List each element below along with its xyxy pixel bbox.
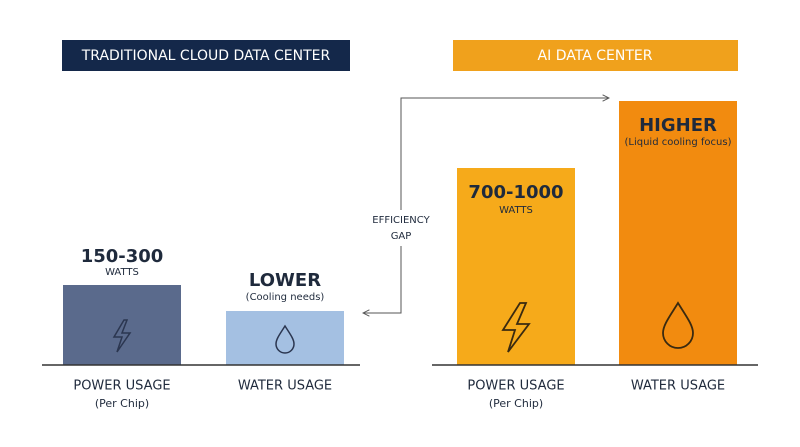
- gap-arrow-up: [400, 98, 609, 210]
- gap-arrow-down: [363, 246, 402, 313]
- power-unit: WATTS: [105, 267, 139, 278]
- drop-icon: [275, 324, 295, 354]
- power-sublabel: (Per Chip): [489, 397, 543, 410]
- drop-icon: [662, 301, 694, 349]
- right-header-box: [453, 40, 738, 71]
- gap-label: GAP: [391, 231, 412, 242]
- left-power-bar: [63, 285, 181, 365]
- lightning-icon: [501, 302, 531, 353]
- power-label: POWER USAGE: [73, 379, 170, 394]
- power-unit: WATTS: [499, 205, 533, 216]
- water-note: (Cooling needs): [246, 292, 325, 303]
- water-value: LOWER: [249, 270, 321, 291]
- lightning-icon: [112, 319, 132, 353]
- right-water-bar: [619, 101, 737, 365]
- power-sublabel: (Per Chip): [95, 397, 149, 410]
- right-power-bar: [457, 168, 575, 365]
- left-title: TRADITIONAL CLOUD DATA CENTER: [81, 48, 331, 64]
- power-value: 150-300: [81, 246, 164, 267]
- left-water-bar: [226, 311, 344, 365]
- water-label: WATER USAGE: [238, 379, 332, 394]
- water-label: WATER USAGE: [631, 379, 725, 394]
- left-header-box: [62, 40, 350, 71]
- gap-label: EFFICIENCY: [372, 215, 430, 226]
- water-note: (Liquid cooling focus): [625, 137, 732, 148]
- power-value: 700-1000: [468, 182, 563, 203]
- water-value: HIGHER: [639, 115, 717, 136]
- power-label: POWER USAGE: [467, 379, 564, 394]
- right-title: AI DATA CENTER: [538, 48, 653, 64]
